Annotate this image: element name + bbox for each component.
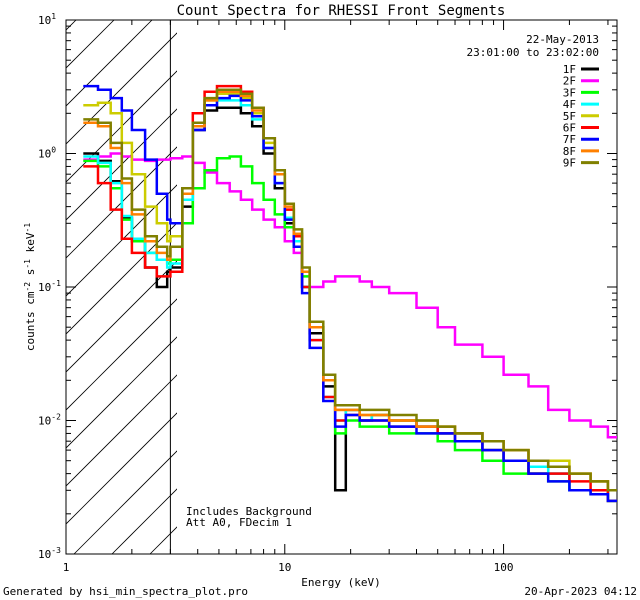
- hatch-line: [66, 146, 177, 259]
- x-tick-label: 1: [63, 561, 70, 574]
- x-tick-label: 100: [494, 561, 514, 574]
- y-tick-exponent: -2: [51, 413, 61, 422]
- legend-label-6f: 6F: [563, 122, 576, 135]
- y-label-exp3: -1: [23, 223, 32, 233]
- y-label-exp2: -1: [23, 259, 32, 269]
- legend-label-9f: 9F: [563, 157, 576, 170]
- y-tick-exponent: 1: [51, 12, 56, 21]
- legend-label-7f: 7F: [563, 133, 576, 146]
- time-range-label: 23:01:00 to 23:02:00: [467, 46, 599, 59]
- footer-generated-by: Generated by hsi_min_spectra_plot.pro: [3, 585, 248, 598]
- chart-title: Count Spectra for RHESSI Front Segments: [177, 3, 506, 19]
- y-tick-exponent: -1: [51, 279, 61, 288]
- footer-timestamp: 20-Apr-2023 04:12: [524, 585, 637, 598]
- y-label-exp1: -2: [23, 282, 32, 292]
- hatch-line: [66, 32, 177, 145]
- y-tick-label: 101: [38, 12, 56, 27]
- series-line-9f: [83, 88, 617, 492]
- series-lines: [83, 84, 617, 503]
- x-axis-label: Energy (keV): [301, 576, 380, 589]
- y-tick-base: 10: [38, 548, 51, 561]
- y-label-s: s: [24, 269, 37, 282]
- legend-label-5f: 5F: [563, 110, 576, 123]
- legend-label-2f: 2F: [563, 75, 576, 88]
- legend-label-8f: 8F: [563, 145, 576, 158]
- series-line-6f: [83, 84, 617, 503]
- hatch-line: [226, 0, 640, 554]
- y-label-kev: keV: [24, 232, 37, 259]
- x-tick-label: 10: [278, 561, 291, 574]
- series-line-1f: [83, 106, 617, 503]
- y-tick-label: 10-1: [38, 279, 61, 294]
- hatch-line: [66, 108, 177, 221]
- hatch-line: [264, 0, 640, 554]
- hatch-line: [66, 20, 153, 107]
- hatch-line: [111, 488, 177, 554]
- annotation-background: Includes Background: [186, 505, 312, 518]
- y-tick-base: 10: [38, 148, 51, 161]
- hatch-line: [0, 0, 124, 554]
- hatch-line: [66, 222, 177, 335]
- series-line-5f: [83, 92, 617, 492]
- series-line-3f: [83, 155, 617, 503]
- series-line-7f: [83, 84, 617, 503]
- hatch-line: [66, 260, 177, 373]
- y-tick-base: 10: [38, 14, 51, 27]
- y-tick-label: 10-3: [38, 546, 61, 561]
- series-line-2f: [83, 152, 617, 439]
- hatch-line: [66, 412, 177, 525]
- date-label: 22-May-2013: [526, 33, 599, 46]
- y-tick-label: 10-2: [38, 413, 61, 428]
- y-tick-exponent: 0: [51, 146, 56, 155]
- y-tick-base: 10: [38, 415, 51, 428]
- series-line-8f: [83, 90, 617, 492]
- hatched-region: [0, 0, 640, 554]
- y-label-base: counts cm: [24, 291, 37, 351]
- hatch-line: [0, 0, 86, 554]
- legend-label-3f: 3F: [563, 86, 576, 99]
- hatch-line: [66, 374, 177, 487]
- hatch-line: [66, 336, 177, 449]
- y-tick-label: 100: [38, 146, 56, 161]
- annotation-attenuator: Att A0, FDecim 1: [186, 516, 292, 529]
- y-tick-base: 10: [38, 281, 51, 294]
- y-tick-exponent: -3: [51, 546, 61, 555]
- hatch-line: [66, 20, 115, 69]
- legend-label-1f: 1F: [563, 63, 576, 76]
- hatch-line: [66, 184, 177, 297]
- y-axis-label: counts cm-2 s-1 keV-1: [23, 223, 37, 351]
- legend-label-4f: 4F: [563, 98, 576, 111]
